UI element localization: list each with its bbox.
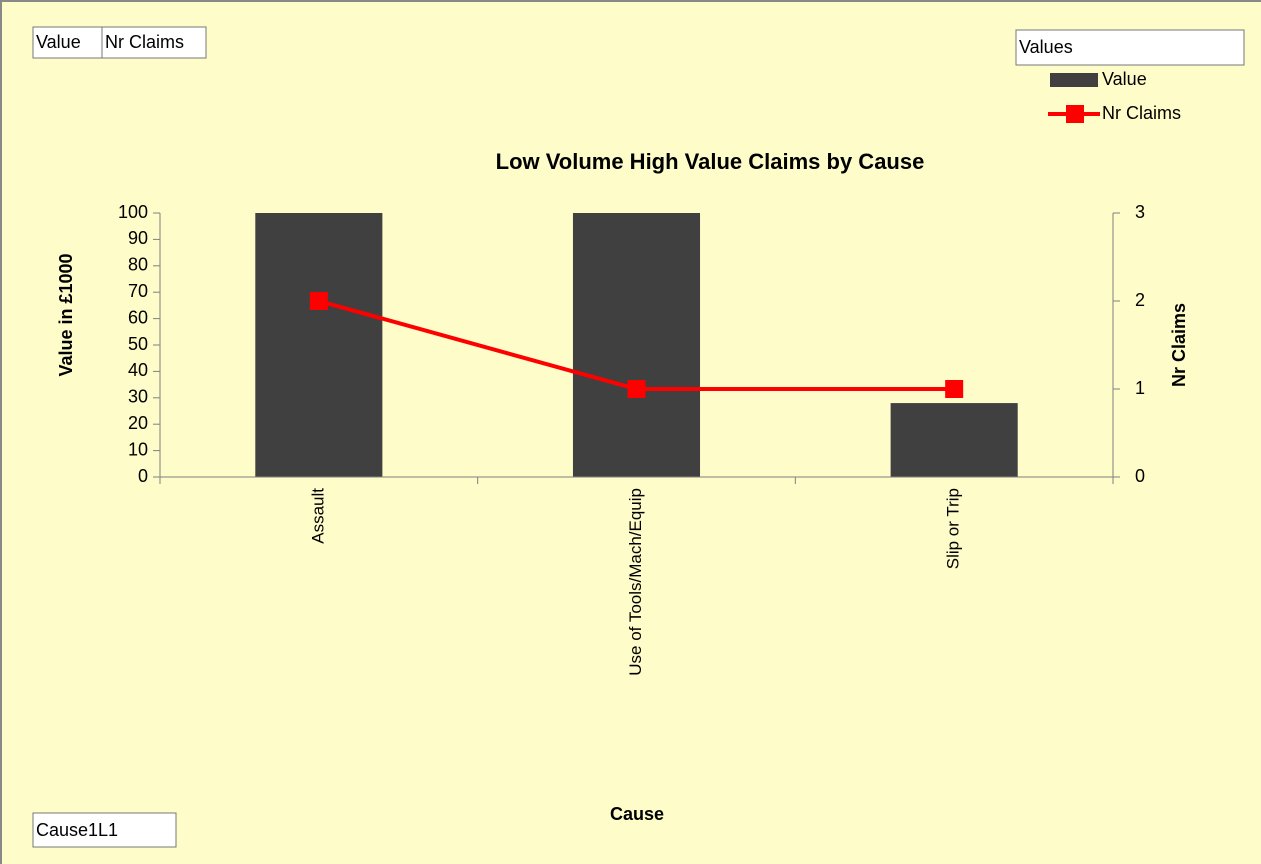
y-tick-label: 70 xyxy=(128,281,148,301)
line-marker xyxy=(945,380,964,398)
y2-tick-label: 2 xyxy=(1135,290,1145,310)
y-tick-label: 100 xyxy=(118,202,148,222)
y2-tick-label: 1 xyxy=(1135,378,1145,398)
field-button-label: Nr Claims xyxy=(105,32,184,52)
legend-swatch xyxy=(1050,73,1098,87)
x-tick-label: Assault xyxy=(308,488,327,544)
y-tick-label: 60 xyxy=(128,307,148,327)
y-axis-label: Value in £1000 xyxy=(56,253,76,376)
y2-tick-label: 3 xyxy=(1135,202,1145,222)
y-tick-label: 80 xyxy=(128,255,148,275)
axis-field-button[interactable] xyxy=(32,812,177,848)
bar xyxy=(255,213,383,477)
bar xyxy=(890,403,1018,477)
chart-title: Low Volume High Value Claims by Cause xyxy=(496,149,925,174)
y2-axis-label: Nr Claims xyxy=(1169,303,1189,387)
y2-tick-label: 0 xyxy=(1135,466,1145,486)
bar xyxy=(572,213,701,477)
field-button[interactable] xyxy=(101,26,207,59)
field-button-label: Value xyxy=(36,32,81,52)
field-button[interactable] xyxy=(32,26,103,59)
y-tick-label: 0 xyxy=(138,466,148,486)
y-tick-label: 90 xyxy=(128,228,148,248)
y-tick-label: 20 xyxy=(128,413,148,433)
legend-field-button[interactable] xyxy=(1015,29,1245,66)
y-tick-label: 50 xyxy=(128,334,148,354)
line-marker xyxy=(627,380,646,398)
x-tick-label: Use of Tools/Mach/Equip xyxy=(626,488,645,676)
field-button-label: Cause1L1 xyxy=(36,820,118,840)
y-tick-label: 40 xyxy=(128,360,148,380)
y-tick-label: 30 xyxy=(128,387,148,407)
legend-label: Nr Claims xyxy=(1102,103,1181,123)
legend-title: Values xyxy=(1019,37,1073,57)
x-tick-label: Slip or Trip xyxy=(944,488,963,569)
legend-label: Value xyxy=(1102,69,1147,89)
line-marker xyxy=(309,292,328,310)
y-tick-label: 10 xyxy=(128,439,148,459)
legend-marker xyxy=(1066,105,1084,123)
x-axis-label: Cause xyxy=(610,804,664,824)
